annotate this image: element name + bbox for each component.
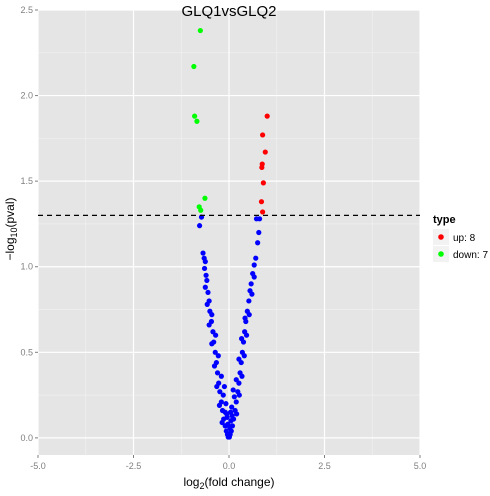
data-point-none [248,281,254,287]
data-point-down [192,113,198,119]
data-point-down [202,195,208,201]
legend-label-up: up: 8 [453,233,476,244]
y-axis-ticks: 0.0 0.5 1.0 1.5 2.0 2.5 [20,5,38,443]
y-tick-label: 1.0 [20,262,33,272]
data-point-none [234,411,240,417]
data-point-none [246,298,252,304]
x-axis-ticks: -5.0 -2.5 0.0 2.5 5.0 [30,455,426,471]
data-point-none [223,401,229,407]
data-point-none [209,341,215,347]
x-tick-label: -2.5 [126,461,142,471]
data-point-down [191,63,197,70]
data-point-none [214,370,221,376]
data-point-none [209,312,215,318]
data-point-none [201,265,208,272]
legend-title: type [433,214,456,226]
data-point-none [200,250,206,256]
legend: type up: 8 down: 7 [433,214,488,262]
y-tick-label: 0.0 [20,433,33,443]
data-point-none [206,322,212,328]
data-point-none [212,349,218,355]
legend-key-up [438,234,444,240]
data-point-none [204,301,210,307]
data-point-up [260,209,266,215]
points-layer [191,27,270,440]
legend-label-down: down: 7 [453,250,488,261]
data-point-none [214,383,220,390]
data-point-none [243,332,250,338]
data-point-up [260,132,266,138]
data-point-none [203,272,209,278]
data-point-none [227,425,233,431]
data-point-none [236,356,242,362]
data-point-none [204,277,210,284]
y-axis-label-prefix: −log [3,238,17,261]
data-point-none [230,387,236,393]
data-point-none [218,373,224,379]
data-point-none [239,336,245,342]
y-axis-label-rest: (pval) [3,197,17,227]
data-point-none [221,383,228,390]
data-point-up [264,113,270,119]
data-point-none [229,404,235,410]
data-point-none [231,394,237,400]
data-point-none [255,240,261,246]
data-point-none [202,258,208,265]
data-point-none [246,312,252,318]
x-axis-label: log2(fold change) [183,475,274,491]
data-point-up [262,149,268,155]
data-point-none [236,392,242,398]
data-point-none [227,409,234,415]
data-point-none [256,216,263,222]
data-point-none [249,291,255,297]
data-point-down [194,118,200,124]
y-tick-label: 1.5 [20,176,33,186]
data-point-none [233,399,239,405]
data-point-none [233,377,239,383]
data-point-none [216,402,223,408]
data-point-down [198,207,204,213]
x-axis-label-sub: 2 [199,481,204,491]
x-tick-label: 2.5 [318,461,331,471]
x-axis-label-main: log [183,475,199,489]
data-point-up [260,180,266,186]
chart-title: GLQ1vsGLQ2 [181,3,276,20]
y-tick-label: 2.5 [20,5,33,15]
data-point-none [239,373,245,379]
data-point-none [219,419,225,426]
y-axis-label-sub: 10 [9,227,19,237]
data-point-none [196,223,203,229]
data-point-none [202,284,208,290]
data-point-none [228,418,234,424]
data-point-none [213,332,219,338]
x-tick-label: 5.0 [414,461,427,471]
data-point-none [211,363,218,369]
data-point-none [251,262,257,268]
data-point-none [253,255,259,261]
data-point-none [217,389,223,395]
data-point-none [256,229,262,236]
x-axis-label-rest: (fold change) [204,475,274,489]
data-point-none [251,274,257,280]
data-point-up [258,199,265,205]
y-axis-label: −log10(pval) [3,197,19,260]
x-tick-label: -5.0 [30,461,46,471]
legend-key-down [438,251,444,257]
y-tick-label: 0.5 [20,347,33,357]
data-point-none [215,353,221,359]
data-point-none [205,289,211,296]
x-tick-label: 0.0 [223,461,236,471]
y-tick-label: 2.0 [20,91,33,101]
data-point-none [220,392,226,398]
data-point-down [197,27,203,34]
data-point-none [241,353,247,359]
data-point-up [259,164,265,171]
data-point-none [242,315,248,321]
data-point-none [226,431,232,438]
